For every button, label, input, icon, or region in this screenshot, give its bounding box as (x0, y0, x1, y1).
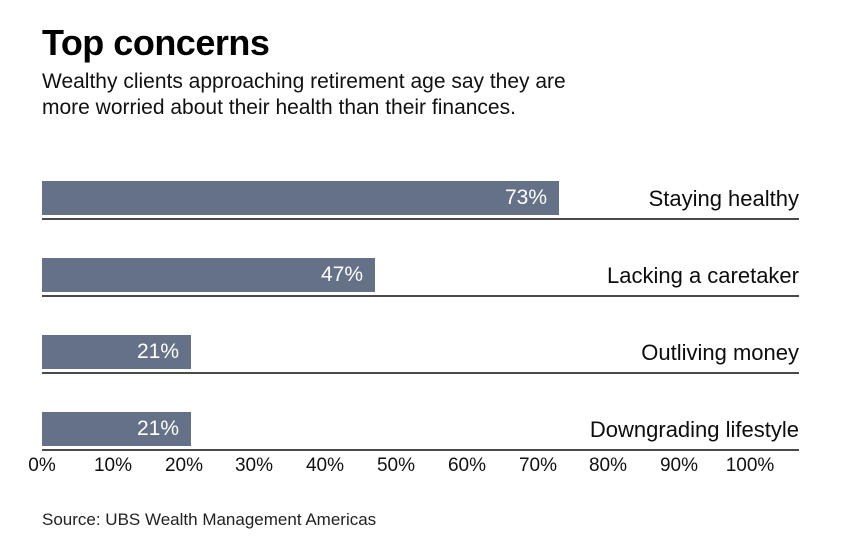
bar-value-label: 73% (504, 186, 547, 209)
category-label: Downgrading lifestyle (589, 417, 799, 442)
x-axis: 0% 10% 20% 30% 40% 50% 60% 70% 80% 90% 100% (28, 453, 799, 477)
subtitle-line-1: Wealthy clients approaching retirement a… (42, 70, 566, 93)
page-title: Top concerns (42, 22, 270, 63)
chart-row: 47% Lacking a caretaker (42, 258, 799, 297)
bar-value-label: 47% (320, 263, 363, 286)
x-tick-label: 90% (659, 455, 699, 476)
x-tick-label: 60% (447, 455, 487, 476)
x-tick-label: 50% (376, 455, 416, 476)
category-label: Staying healthy (648, 186, 799, 211)
chart-row: 73% Staying healthy (42, 181, 799, 220)
x-tick-label: 20% (164, 455, 204, 476)
chart-row: 21% Downgrading lifestyle (42, 412, 799, 451)
bar-lacking-a-caretaker: 47% (42, 258, 375, 292)
x-tick-label: 30% (234, 455, 274, 476)
x-tick-label: 0% (28, 455, 56, 476)
category-label: Lacking a caretaker (607, 263, 799, 288)
bar-staying-healthy: 73% (42, 181, 559, 215)
bar-chart: 73% Staying healthy 47% Lacking a caretaker… (28, 181, 799, 477)
bar-value-label: 21% (136, 417, 179, 440)
bar-value-label: 21% (136, 340, 179, 363)
bar-outliving-money: 21% (42, 335, 191, 369)
x-tick-label: 70% (518, 455, 558, 476)
chart-subtitle: Wealthy clients approaching retirement a… (42, 69, 844, 121)
bar-downgrading-lifestyle: 21% (42, 412, 191, 446)
category-label: Outliving money (641, 340, 799, 365)
x-tick-label: 80% (588, 455, 628, 476)
subtitle-line-2: more worried about their health than the… (42, 96, 516, 119)
x-tick-label: 40% (305, 455, 345, 476)
source-note: Source: UBS Wealth Management Americas (42, 510, 377, 529)
x-tick-label: 100% (725, 455, 775, 476)
chart-row: 21% Outliving money (42, 335, 799, 374)
x-tick-label: 10% (93, 455, 133, 476)
chart-rows: 73% Staying healthy 47% Lacking a caretaker… (42, 181, 799, 451)
